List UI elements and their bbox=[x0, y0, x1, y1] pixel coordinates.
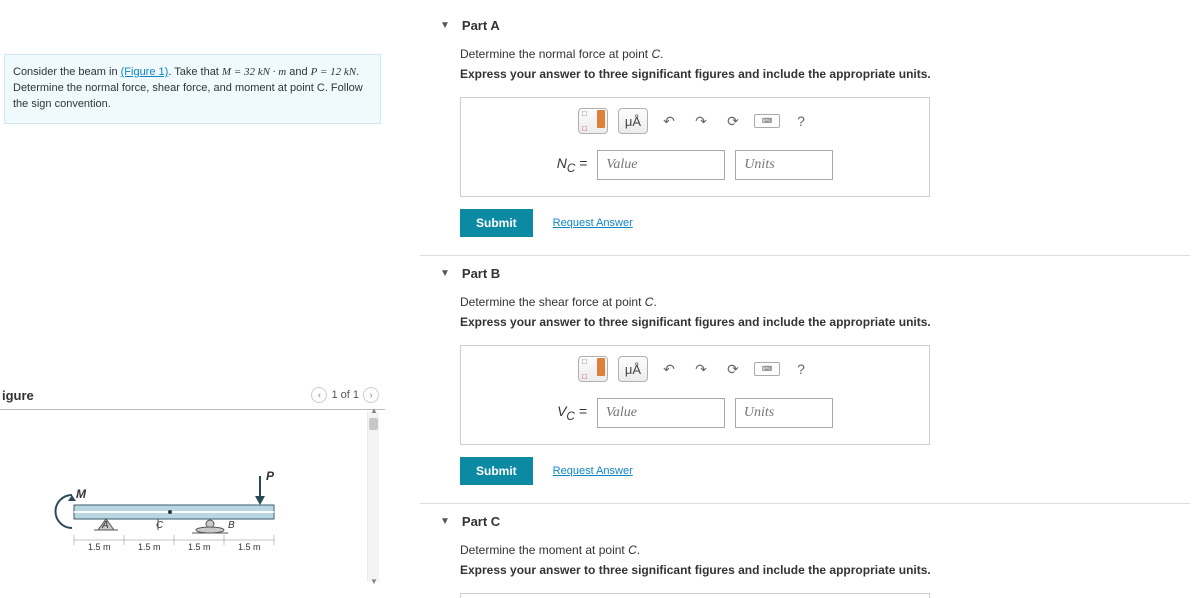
svg-text:1.5 m: 1.5 m bbox=[138, 542, 161, 552]
scroll-thumb[interactable] bbox=[369, 418, 378, 430]
formula-p: P = 12 kN bbox=[311, 66, 356, 78]
keyboard-icon[interactable]: ⌨ bbox=[754, 362, 780, 376]
svg-text:B: B bbox=[228, 520, 235, 531]
figure-diagram: P M A C B 1.5 m bbox=[50, 470, 310, 560]
keyboard-icon[interactable]: ⌨ bbox=[754, 114, 780, 128]
part-title: Part B bbox=[462, 266, 500, 281]
value-input[interactable] bbox=[597, 398, 725, 428]
prompt-text: Consider the beam in bbox=[13, 66, 121, 78]
figure-next-button[interactable]: › bbox=[363, 387, 379, 403]
part-title: Part A bbox=[462, 18, 500, 33]
part-body: Determine the shear force at point C. Exp… bbox=[420, 291, 1190, 485]
answer-toolbar: □□ μÅ ↶ ↷ ⟳ ⌨? bbox=[461, 346, 929, 388]
part-section: ▼ Part C Determine the moment at point C. E… bbox=[420, 503, 1190, 598]
part-body: Determine the moment at point C. Express … bbox=[420, 539, 1190, 598]
variable-label: VC = bbox=[557, 403, 587, 423]
part-title: Part C bbox=[462, 514, 500, 529]
question-line: Determine the moment at point C. bbox=[460, 543, 1190, 557]
units-input[interactable] bbox=[735, 150, 833, 180]
part-section: ▼ Part B Determine the shear force at poin… bbox=[420, 255, 1190, 485]
scroll-up-icon[interactable]: ▲ bbox=[370, 406, 378, 415]
figure-prev-button[interactable]: ‹ bbox=[311, 387, 327, 403]
figure-panel: igure ‹ 1 of 1 › bbox=[0, 388, 385, 560]
part-header[interactable]: ▼ Part B bbox=[420, 255, 1190, 291]
redo-icon[interactable]: ↷ bbox=[690, 358, 712, 380]
svg-text:C: C bbox=[156, 520, 164, 531]
units-input[interactable] bbox=[735, 398, 833, 428]
question-line: Determine the shear force at point C. bbox=[460, 295, 1190, 309]
request-answer-link[interactable]: Request Answer bbox=[553, 217, 633, 229]
figure-nav: ‹ 1 of 1 › bbox=[311, 387, 379, 403]
svg-text:1.5 m: 1.5 m bbox=[88, 542, 111, 552]
reset-icon[interactable]: ⟳ bbox=[722, 110, 744, 132]
help-icon[interactable]: ? bbox=[790, 358, 812, 380]
svg-text:M: M bbox=[76, 487, 87, 501]
help-icon[interactable]: ? bbox=[790, 110, 812, 132]
figure-counter: 1 of 1 bbox=[331, 389, 359, 401]
collapse-caret-icon: ▼ bbox=[440, 20, 450, 31]
submit-row: Submit Request Answer bbox=[460, 209, 1190, 237]
svg-text:1.5 m: 1.5 m bbox=[188, 542, 211, 552]
collapse-caret-icon: ▼ bbox=[440, 268, 450, 279]
instruction-line: Express your answer to three significant… bbox=[460, 67, 1190, 81]
undo-icon[interactable]: ↶ bbox=[658, 110, 680, 132]
part-header[interactable]: ▼ Part C bbox=[420, 503, 1190, 539]
fraction-tool-button[interactable]: □□ bbox=[578, 356, 608, 382]
submit-button[interactable]: Submit bbox=[460, 209, 533, 237]
undo-icon[interactable]: ↶ bbox=[658, 358, 680, 380]
figure-link[interactable]: (Figure 1) bbox=[121, 66, 169, 78]
value-input[interactable] bbox=[597, 150, 725, 180]
part-header[interactable]: ▼ Part A bbox=[420, 8, 1190, 43]
special-char-button[interactable]: μÅ bbox=[618, 356, 648, 382]
part-body: Determine the normal force at point C. Ex… bbox=[420, 43, 1190, 237]
svg-text:A: A bbox=[101, 520, 109, 531]
fraction-tool-button[interactable]: □□ bbox=[578, 108, 608, 134]
svg-text:P: P bbox=[266, 470, 275, 483]
problem-statement: Consider the beam in (Figure 1). Take th… bbox=[4, 54, 381, 124]
answer-box: □□μÅ↶↷⟳⌨?MC = bbox=[460, 593, 930, 598]
instruction-line: Express your answer to three significant… bbox=[460, 563, 1190, 577]
input-row: NC = bbox=[461, 140, 929, 196]
special-char-button[interactable]: μÅ bbox=[618, 108, 648, 134]
svg-text:1.5 m: 1.5 m bbox=[238, 542, 261, 552]
submit-row: Submit Request Answer bbox=[460, 457, 1190, 485]
collapse-caret-icon: ▼ bbox=[440, 516, 450, 527]
reset-icon[interactable]: ⟳ bbox=[722, 358, 744, 380]
formula-m: M = 32 kN · m bbox=[222, 66, 286, 78]
answer-toolbar: □□μÅ↶↷⟳⌨? bbox=[461, 594, 929, 598]
redo-icon[interactable]: ↷ bbox=[690, 110, 712, 132]
figure-scrollbar[interactable]: ▲ ▼ bbox=[367, 412, 379, 582]
answer-box: □□ μÅ ↶ ↷ ⟳ ⌨? VC = bbox=[460, 345, 930, 445]
answer-box: □□ μÅ ↶ ↷ ⟳ ⌨? NC = bbox=[460, 97, 930, 197]
answer-toolbar: □□ μÅ ↶ ↷ ⟳ ⌨? bbox=[461, 98, 929, 140]
submit-button[interactable]: Submit bbox=[460, 457, 533, 485]
input-row: VC = bbox=[461, 388, 929, 444]
part-section: ▼ Part A Determine the normal force at poi… bbox=[420, 8, 1190, 237]
scroll-down-icon[interactable]: ▼ bbox=[370, 577, 378, 586]
request-answer-link[interactable]: Request Answer bbox=[553, 465, 633, 477]
divider bbox=[0, 409, 385, 410]
variable-label: NC = bbox=[557, 155, 588, 175]
question-line: Determine the normal force at point C. bbox=[460, 47, 1190, 61]
instruction-line: Express your answer to three significant… bbox=[460, 315, 1190, 329]
figure-title: igure bbox=[2, 388, 34, 403]
